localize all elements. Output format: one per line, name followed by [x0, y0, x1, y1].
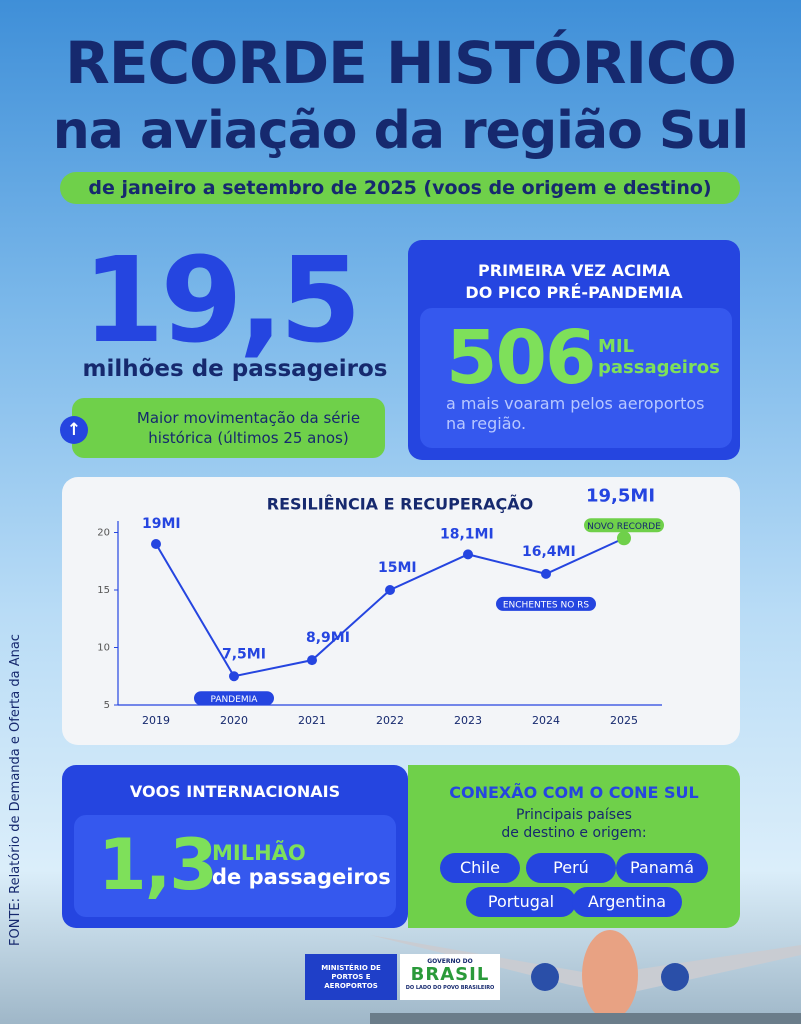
x-tick-label: 2021 [298, 714, 326, 727]
title: RECORDE HISTÓRICO [65, 29, 737, 97]
point [385, 585, 395, 595]
international-unit: MILHÃO de passageiros [212, 841, 391, 889]
international-value: 1,3 [98, 824, 218, 906]
annotation-badge [584, 518, 664, 533]
point [307, 655, 317, 666]
title: na aviação da região Sul [52, 101, 749, 161]
annotation: PANDEMIA [211, 695, 259, 705]
cone-sul-subtitle-line: Principais países [516, 807, 632, 823]
cone-sul-subtitle-line: de destino e origem: [501, 825, 647, 841]
cone-sul-title: CONEXÃO COM O CONE SUL [449, 783, 699, 802]
country: Argentina [572, 887, 682, 917]
country: Panamá [616, 853, 708, 883]
gov-name: BRASIL [410, 964, 490, 985]
value-label: 16,4MI [522, 544, 576, 560]
point [541, 568, 551, 579]
pico-inner: 506 MIL passageiros a mais voaram pelos … [420, 308, 732, 448]
country: Portugal [466, 887, 576, 917]
international-unit-line: MILHÃO [212, 841, 306, 865]
ministry-logo: MINISTÉRIO DE PORTOS E AEROPORTOS [305, 954, 397, 1000]
country: Chile [440, 853, 520, 883]
international-title: VOOS INTERNACIONAIS [129, 782, 341, 801]
value-label: 8,9MI [306, 630, 350, 646]
x-tick-label: 2025 [610, 714, 638, 727]
x-tick-label: 2023 [454, 714, 482, 727]
note-line: Maior movimentação da série [136, 409, 361, 427]
pico-title-line: DO PICO PRÉ-PANDEMIA [465, 283, 683, 302]
chart-title: RESILIÊNCIA E RECUPERAÇÃO [267, 495, 533, 514]
airplane-illustration [370, 930, 801, 1024]
cone-sul-box: CONEXÃO COM O CONE SUL Principais países… [408, 765, 740, 928]
international-inner: 1,3 MILHÃO de passageiros [74, 815, 396, 917]
cone-sul-subtitle: Principais países de destino e origem: [408, 806, 740, 842]
ministry-line: MINISTÉRIO DE [321, 964, 381, 972]
pico-text: a mais voaram pelos aeroportos na região… [446, 394, 705, 434]
headline-note: Maior movimentação da série histórica (ú… [72, 398, 385, 458]
plane-engine [661, 963, 689, 991]
headline-label: milhões de passageiros [82, 356, 388, 382]
value-label: 15MI [378, 560, 417, 576]
value-label: 19MI [142, 516, 181, 532]
note-line: histórica (últimos 25 anos) [148, 429, 349, 447]
annotation: ENCHENTES NO RS [503, 600, 590, 610]
point [151, 539, 161, 549]
annotation: NOVO RECORDE [587, 522, 661, 532]
y-tick-label: 10 [97, 643, 110, 654]
runway [370, 1013, 801, 1024]
international-box: VOOS INTERNACIONAIS 1,3 MILHÃO de passag… [62, 765, 408, 928]
value-label: 18,1MI [440, 526, 494, 542]
point [229, 671, 239, 682]
pico-unit-line: passageiros [598, 357, 720, 378]
annotation-badge [496, 596, 596, 611]
chart: RESILIÊNCIA E RECUPERAÇÃO 5 10 15 20 2019 202… [62, 477, 740, 745]
pico-text-line: na região. [446, 414, 527, 433]
y-tick-label: 5 [104, 700, 110, 711]
x-tick-label: 2024 [532, 714, 560, 727]
country: Perú [526, 853, 616, 883]
pico-unit-line: MIL [598, 336, 635, 357]
subtitle: de janeiro a setembro de 2025 (voos de o… [60, 172, 740, 204]
point [463, 549, 473, 560]
x-tick-label: 2019 [142, 714, 170, 727]
pico-unit: MIL passageiros [598, 336, 720, 378]
pico-box: PRIMEIRA VEZ ACIMA DO PICO PRÉ-PANDEMIA … [408, 240, 740, 460]
headline-value: 19,5 [82, 231, 361, 369]
value-label: 7,5MI [222, 646, 266, 662]
gov-top: GOVERNO DO [427, 958, 473, 965]
ministry-line: AEROPORTOS [324, 982, 378, 990]
ministry-line: PORTOS E [331, 973, 371, 981]
plane-body [582, 930, 638, 1020]
annotation-badge [194, 691, 274, 706]
y-tick-label: 15 [97, 585, 110, 596]
pico-value: 506 [446, 315, 596, 401]
gov-sub: DO LADO DO POVO BRASILEIRO [405, 985, 495, 991]
value-label: 19,5MI [586, 485, 655, 506]
pico-title-line: PRIMEIRA VEZ ACIMA [478, 261, 670, 280]
pico-text-line: a mais voaram pelos aeroportos [446, 394, 705, 413]
plane-engine [531, 963, 559, 991]
x-tick-label: 2020 [220, 714, 248, 727]
y-tick-label: 20 [97, 528, 110, 539]
international-unit-line: de passageiros [212, 865, 391, 889]
record-point [617, 531, 631, 546]
source: FONTE: Relatório de Demanda e Oferta da … [8, 634, 23, 946]
x-tick-label: 2022 [376, 714, 404, 727]
arrow-icon: ↑ [60, 416, 88, 444]
pico-title: PRIMEIRA VEZ ACIMA DO PICO PRÉ-PANDEMIA [408, 260, 740, 304]
government-logo: GOVERNO DO BRASIL DO LADO DO POVO BRASIL… [400, 954, 500, 1000]
